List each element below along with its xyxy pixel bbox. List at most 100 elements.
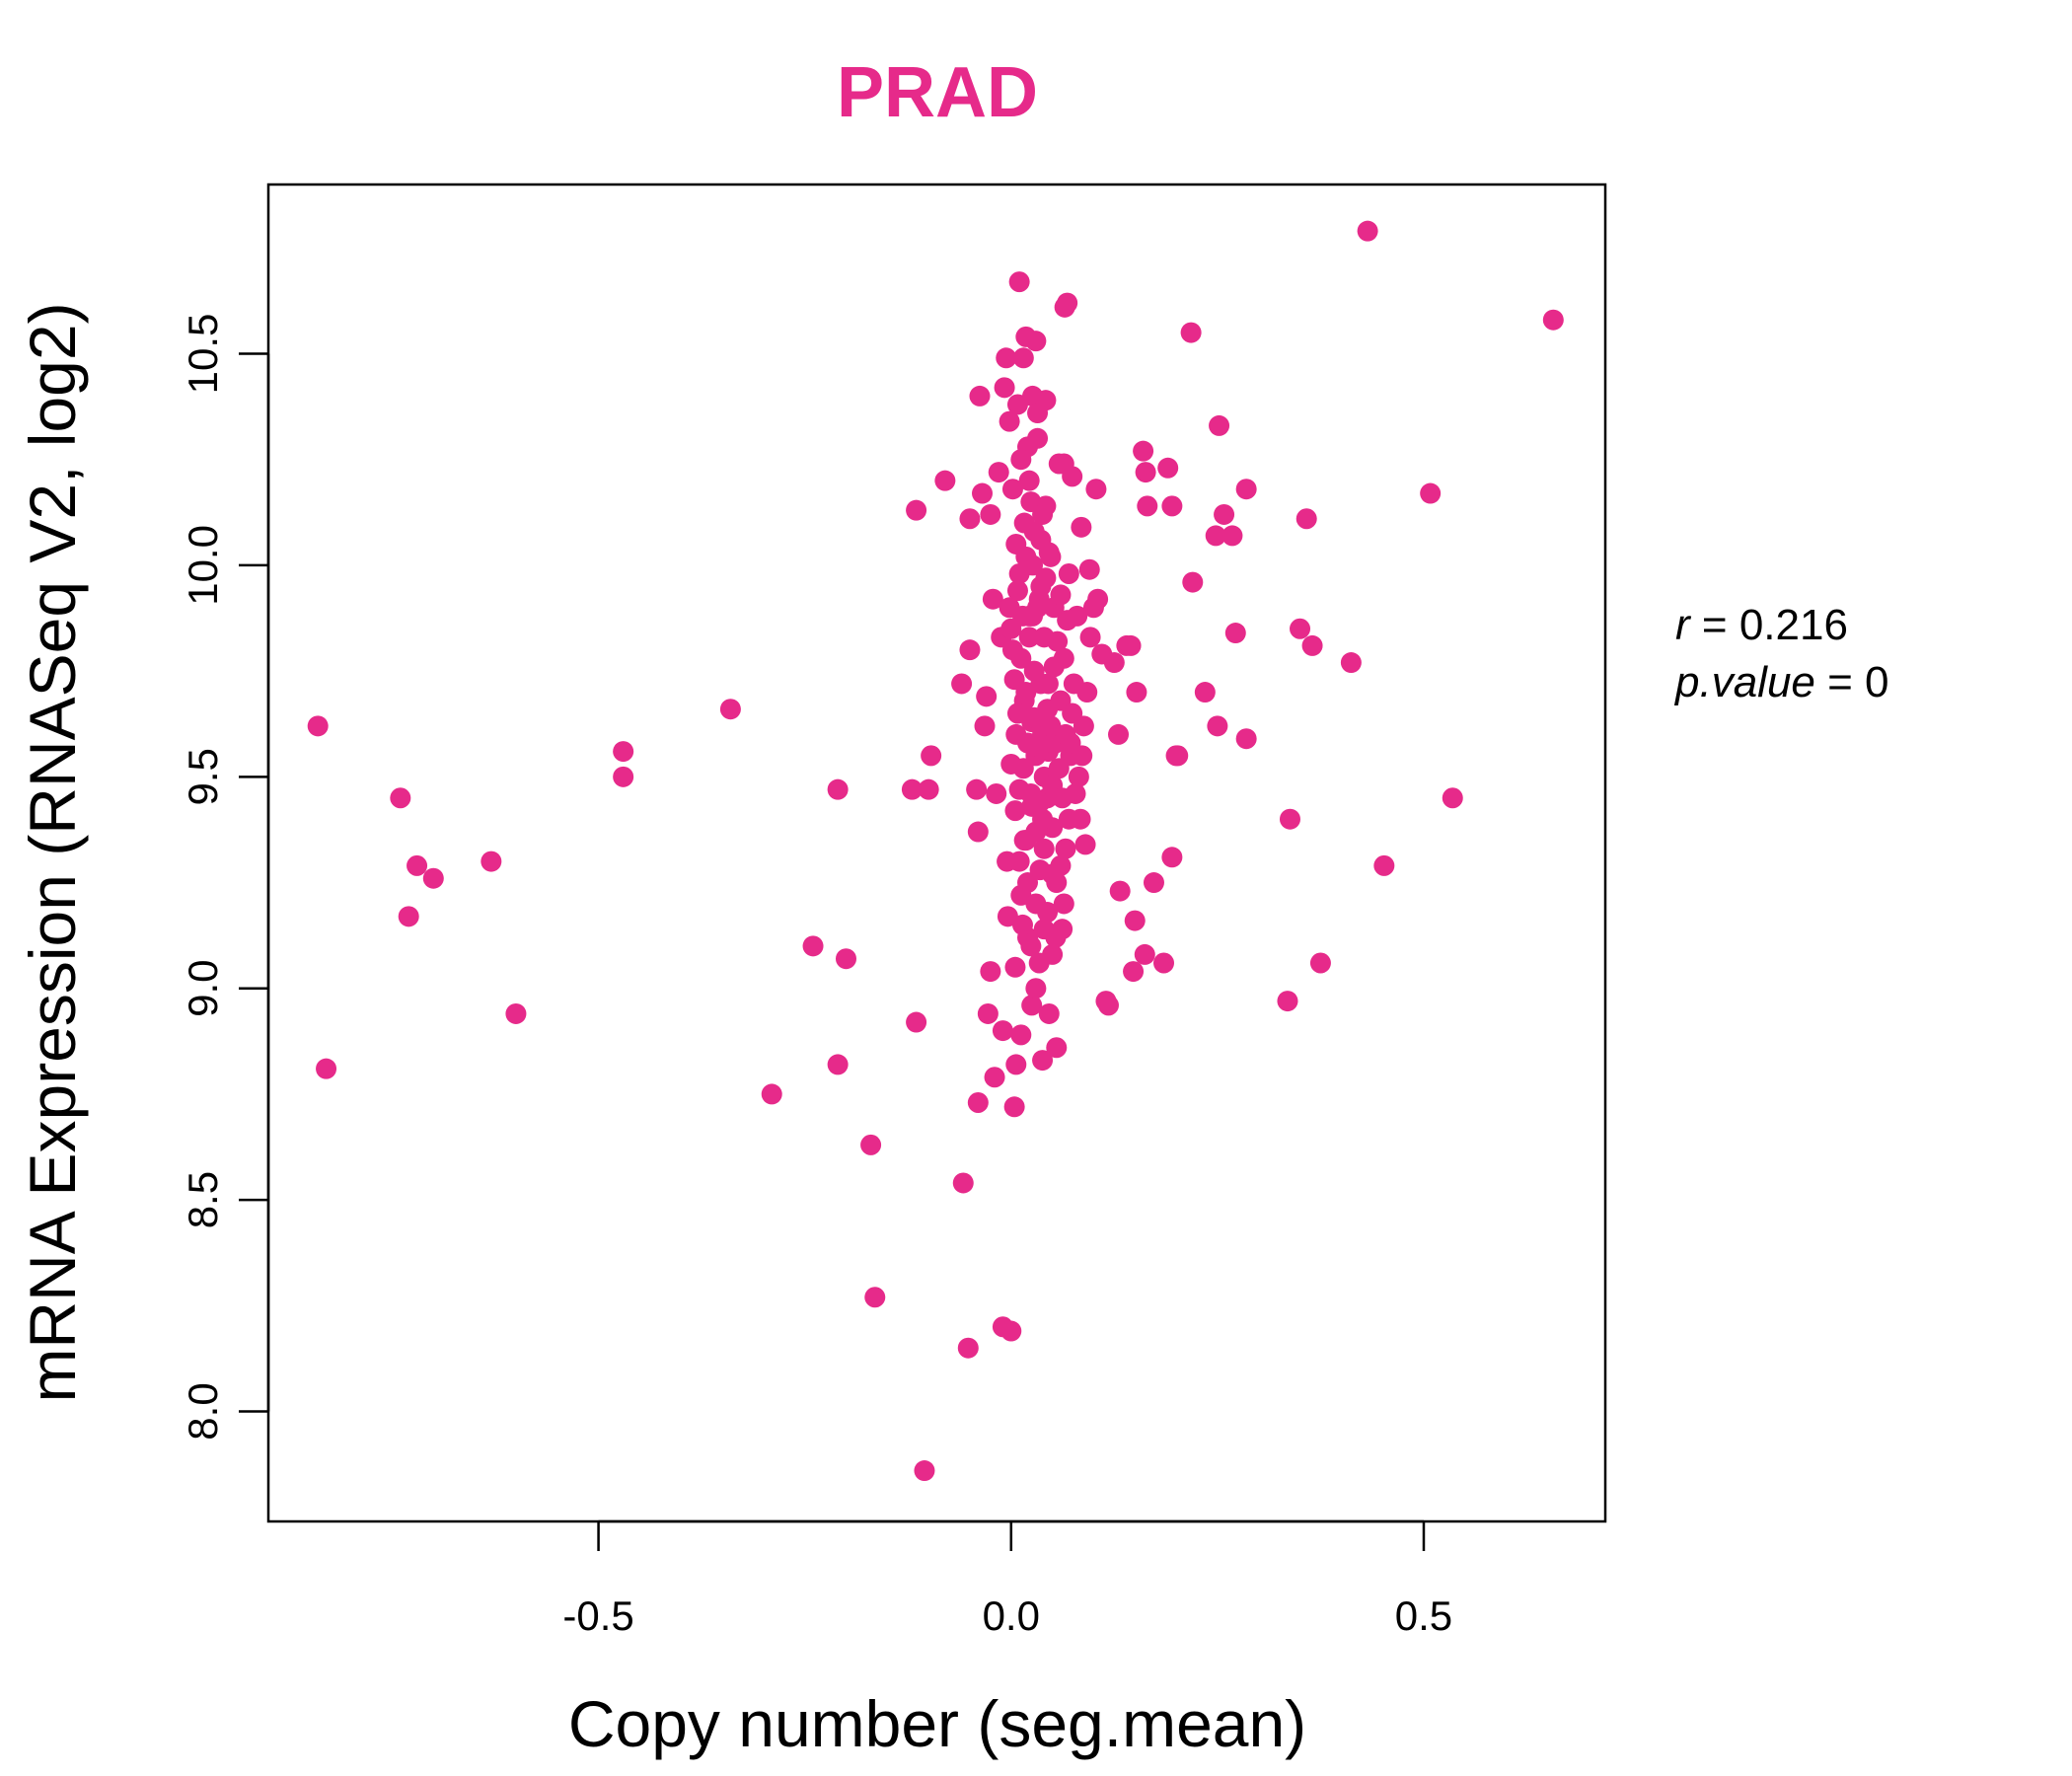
r-label: r <box>1675 601 1692 649</box>
data-point <box>980 503 1001 525</box>
data-point <box>1087 588 1109 610</box>
data-point <box>761 1083 782 1105</box>
data-point <box>1045 926 1067 948</box>
data-point <box>984 1067 1005 1088</box>
data-point <box>1013 830 1035 851</box>
data-point <box>1005 723 1027 745</box>
data-point <box>1182 571 1204 593</box>
data-point <box>1032 1050 1054 1072</box>
data-point <box>977 1002 999 1024</box>
data-point <box>1062 466 1083 487</box>
data-point <box>316 1058 337 1079</box>
data-point <box>951 673 973 695</box>
data-point <box>860 1134 882 1155</box>
data-point <box>1194 682 1216 703</box>
data-point <box>1020 935 1042 957</box>
data-point <box>1124 910 1146 931</box>
data-point <box>1143 872 1164 894</box>
data-point <box>1006 580 1028 602</box>
data-point <box>957 1337 979 1359</box>
plot-frame <box>266 183 1607 1523</box>
data-point <box>1055 838 1076 859</box>
data-point <box>1079 627 1101 648</box>
data-point <box>481 851 502 872</box>
data-point <box>613 741 634 763</box>
data-point <box>1021 995 1043 1016</box>
data-point <box>1103 652 1125 674</box>
data-point <box>1058 562 1079 584</box>
data-point <box>1207 715 1228 737</box>
data-point <box>1010 1024 1032 1046</box>
data-point <box>918 778 939 800</box>
data-point <box>1053 647 1074 669</box>
data-point <box>1028 952 1050 974</box>
data-point <box>835 948 856 970</box>
data-point <box>1120 634 1142 656</box>
data-point <box>1279 808 1300 830</box>
data-point <box>921 745 942 767</box>
y-tick-label: 9.0 <box>180 960 226 1017</box>
data-point <box>1032 503 1054 525</box>
data-point <box>967 821 989 843</box>
data-point <box>1037 699 1059 720</box>
data-point <box>1214 503 1235 525</box>
data-point <box>1004 956 1026 978</box>
data-point <box>1037 902 1059 924</box>
data-point <box>1161 847 1183 868</box>
data-point <box>1134 943 1155 965</box>
data-point <box>1420 482 1442 504</box>
data-point <box>1018 627 1040 648</box>
data-point <box>972 482 994 504</box>
data-point <box>1133 440 1154 462</box>
data-point <box>934 470 956 491</box>
data-point <box>390 787 411 809</box>
data-point <box>1050 584 1072 606</box>
data-point <box>1076 682 1098 703</box>
data-point <box>976 686 998 707</box>
data-point <box>1224 623 1246 644</box>
data-point <box>1109 880 1131 902</box>
data-point <box>398 906 419 927</box>
data-point <box>1070 808 1091 830</box>
y-axis-label: mRNA Expression (RNASeq V2, log2) <box>16 302 89 1402</box>
y-tick-label: 10.0 <box>180 525 226 606</box>
data-point <box>1020 782 1042 804</box>
data-point <box>996 347 1017 369</box>
y-tick-label: 8.5 <box>180 1171 226 1228</box>
data-point <box>1221 525 1243 547</box>
data-point <box>802 935 824 957</box>
data-point <box>1065 782 1086 804</box>
data-point <box>1028 736 1050 758</box>
data-point <box>1290 618 1311 639</box>
data-point <box>986 782 1007 804</box>
data-point <box>999 410 1020 432</box>
data-point <box>1072 745 1093 767</box>
data-point <box>827 1054 849 1075</box>
x-tick-label: 0.5 <box>1395 1592 1452 1639</box>
data-point <box>1033 838 1055 859</box>
data-point <box>1011 914 1033 935</box>
data-point <box>1235 479 1257 500</box>
data-point <box>988 462 1009 483</box>
p-value: 0 <box>1865 658 1888 706</box>
data-point <box>1357 220 1378 242</box>
data-point <box>1025 331 1047 352</box>
p-value-statistic: p.value = 0 <box>1673 658 1889 706</box>
data-point <box>1046 1037 1068 1059</box>
data-point <box>1071 516 1092 538</box>
stats-annotation: r = 0.216 p.value = 0 <box>1673 601 1889 706</box>
data-point <box>1003 669 1025 691</box>
data-point <box>1123 961 1145 983</box>
data-point <box>1078 558 1100 580</box>
data-point <box>966 778 988 800</box>
data-point <box>1035 390 1057 411</box>
data-point <box>719 699 741 720</box>
data-point <box>505 1002 527 1024</box>
data-point <box>1012 347 1034 369</box>
data-point <box>992 1020 1013 1042</box>
data-point <box>1157 457 1179 479</box>
data-point <box>1340 652 1362 674</box>
data-point <box>1017 872 1039 894</box>
